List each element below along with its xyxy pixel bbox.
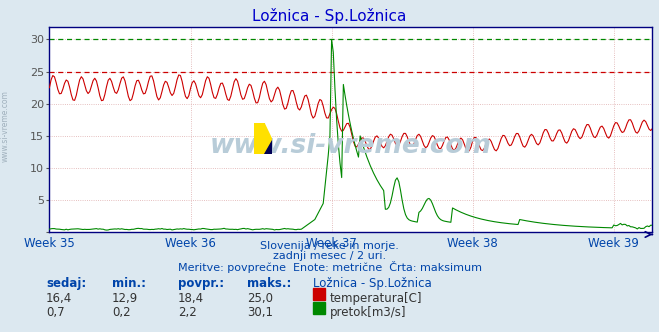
Text: Ložnica - Sp.Ložnica: Ložnica - Sp.Ložnica — [252, 8, 407, 24]
Text: 0,7: 0,7 — [46, 306, 65, 319]
Text: 16,4: 16,4 — [46, 292, 72, 305]
Polygon shape — [254, 123, 264, 140]
Text: Ložnica - Sp.Ložnica: Ložnica - Sp.Ložnica — [313, 277, 432, 290]
Text: 2,2: 2,2 — [178, 306, 196, 319]
Text: zadnji mesec / 2 uri.: zadnji mesec / 2 uri. — [273, 251, 386, 261]
Text: 30,1: 30,1 — [247, 306, 273, 319]
Text: sedaj:: sedaj: — [46, 277, 86, 290]
Polygon shape — [254, 123, 272, 154]
Text: 25,0: 25,0 — [247, 292, 273, 305]
Text: 0,2: 0,2 — [112, 306, 130, 319]
Text: temperatura[C]: temperatura[C] — [330, 292, 422, 305]
Text: povpr.:: povpr.: — [178, 277, 224, 290]
Polygon shape — [254, 123, 272, 154]
Text: Slovenija / reke in morje.: Slovenija / reke in morje. — [260, 241, 399, 251]
Text: pretok[m3/s]: pretok[m3/s] — [330, 306, 406, 319]
Text: maks.:: maks.: — [247, 277, 291, 290]
Text: 12,9: 12,9 — [112, 292, 138, 305]
Text: www.si-vreme.com: www.si-vreme.com — [210, 133, 492, 159]
Text: 18,4: 18,4 — [178, 292, 204, 305]
Text: min.:: min.: — [112, 277, 146, 290]
Text: Meritve: povprečne  Enote: metrične  Črta: maksimum: Meritve: povprečne Enote: metrične Črta:… — [177, 261, 482, 273]
Text: www.si-vreme.com: www.si-vreme.com — [1, 90, 10, 162]
Polygon shape — [264, 140, 272, 154]
